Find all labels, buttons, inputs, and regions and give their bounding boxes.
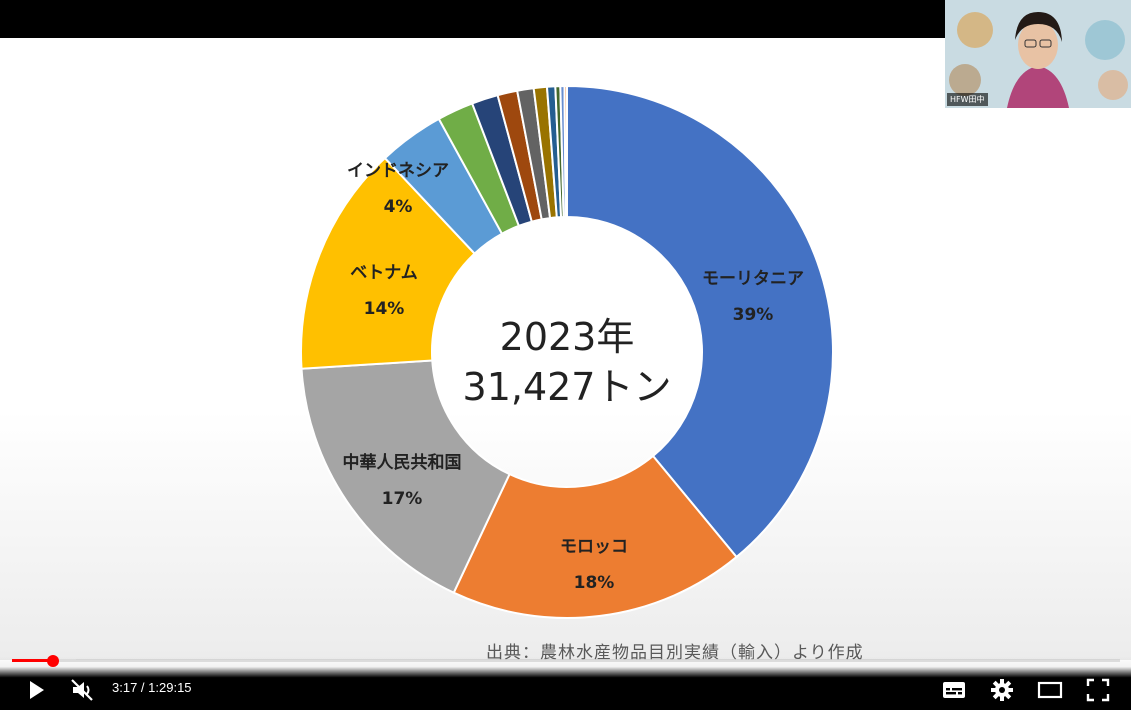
pie-slice: [452, 454, 738, 619]
play-button[interactable]: [22, 676, 50, 704]
video-top-bar: [0, 0, 1131, 38]
pie-slice: [563, 84, 568, 219]
theater-icon: [1037, 681, 1063, 699]
pie-slice: [300, 359, 511, 595]
center-text: 31,427トン: [463, 365, 672, 409]
pie-slice: [300, 156, 476, 370]
slice-percent: 4%: [384, 197, 413, 217]
current-time: 3:17: [112, 680, 138, 695]
presenter-webcam: HFW田中: [945, 0, 1131, 108]
slice-label: 中華人民共和国: [343, 452, 462, 473]
presenter-image: [945, 0, 1131, 108]
fullscreen-button[interactable]: [1084, 676, 1112, 704]
player-controls: [0, 655, 1131, 710]
presenter-label: HFW田中: [947, 93, 988, 106]
center-text: 2023年: [500, 315, 635, 359]
pie-slice: [566, 84, 834, 559]
slice-percent: 39%: [733, 305, 774, 325]
duration: 1:29:15: [148, 680, 192, 695]
slice-percent: 17%: [382, 489, 423, 509]
fullscreen-icon: [1086, 678, 1110, 702]
slice-label: インドネシア: [347, 161, 449, 181]
slice-label: モロッコ: [560, 537, 628, 557]
progress-scrubber[interactable]: [46, 655, 59, 667]
play-icon: [30, 681, 44, 699]
captions-button[interactable]: [940, 676, 968, 704]
presentation-slide: モーリタニア 39% モロッコ 18% 中華人民共和国 17% ベトナム 14% インドネシア 4…: [0, 38, 1131, 660]
captions-icon: [943, 682, 965, 698]
time-separator: /: [137, 680, 149, 695]
settings-icon: [991, 679, 1013, 701]
donut-chart: モーリタニア 39% モロッコ 18% 中華人民共和国 17% ベトナム 14% インドネシア 4…: [300, 84, 834, 619]
progress-bar[interactable]: [12, 655, 1120, 667]
mute-button[interactable]: [68, 676, 96, 704]
slice-label: モーリタニア: [702, 269, 804, 289]
theater-mode-button[interactable]: [1036, 676, 1064, 704]
slice-label: ベトナム: [350, 263, 418, 283]
mute-icon: [71, 679, 93, 701]
time-display: 3:17 / 1:29:15: [112, 680, 192, 695]
progress-played: [12, 659, 53, 662]
slice-percent: 18%: [574, 573, 615, 593]
slice-percent: 14%: [364, 299, 405, 319]
settings-button[interactable]: [988, 676, 1016, 704]
